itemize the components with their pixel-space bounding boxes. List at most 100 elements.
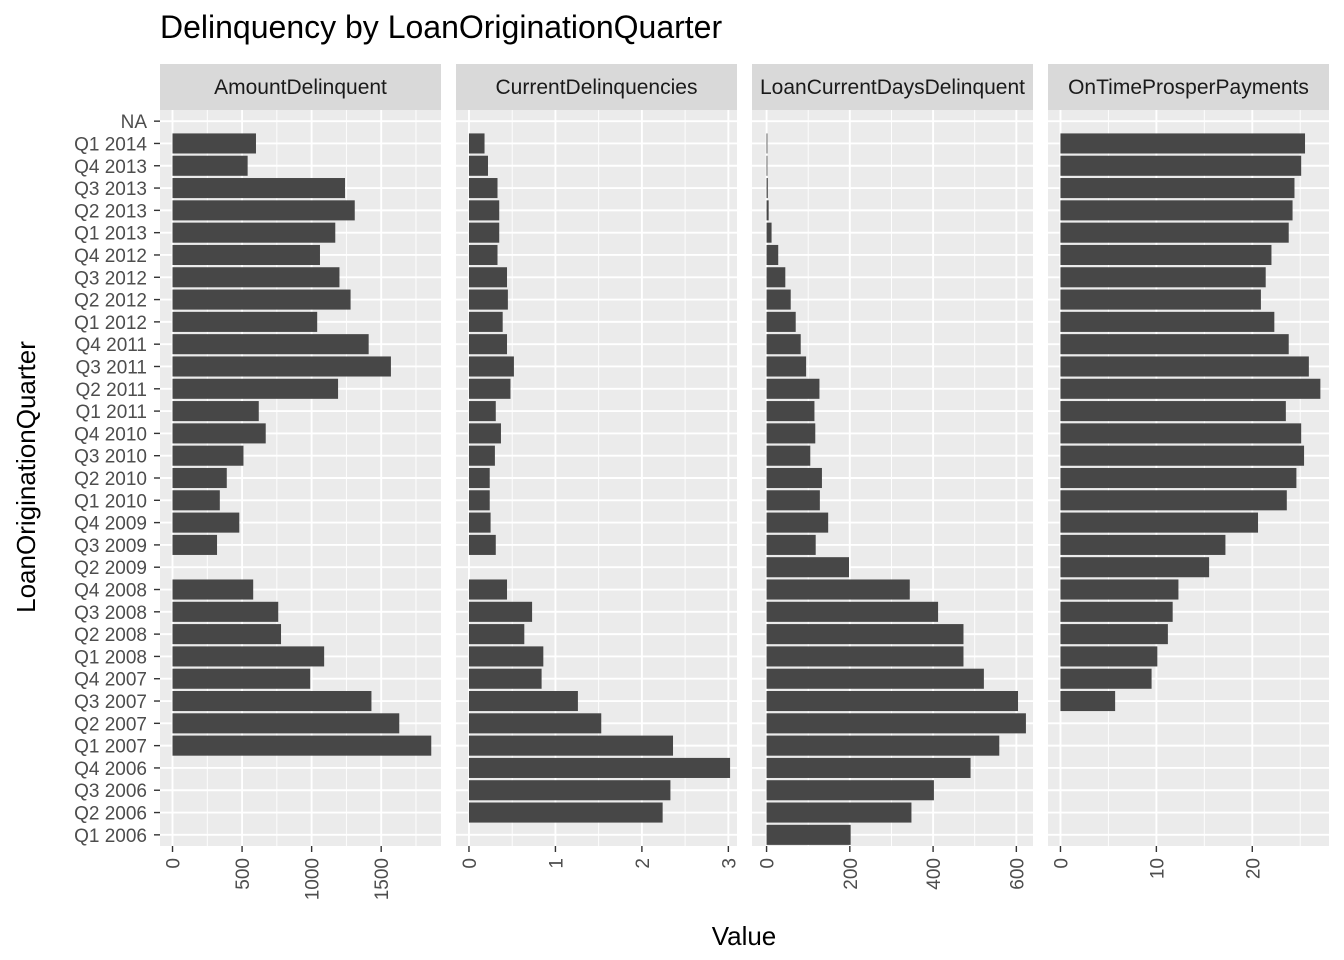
bar bbox=[468, 690, 578, 712]
bar bbox=[172, 356, 391, 377]
y-tick-label: Q1 2011 bbox=[76, 402, 147, 423]
facet-strip-label: AmountDelinquent bbox=[214, 76, 387, 99]
y-tick-label: Q3 2010 bbox=[74, 447, 147, 468]
bar bbox=[766, 557, 849, 578]
bar bbox=[1060, 401, 1286, 422]
bar bbox=[766, 356, 807, 377]
bar bbox=[766, 824, 851, 845]
y-tick-label: Q4 2013 bbox=[74, 157, 147, 178]
bar bbox=[468, 178, 498, 199]
bar bbox=[766, 467, 822, 489]
y-tick-label: Q2 2012 bbox=[74, 291, 147, 312]
bar bbox=[468, 200, 500, 221]
bar bbox=[468, 668, 542, 689]
bar bbox=[766, 334, 801, 355]
bar bbox=[766, 200, 769, 221]
bar bbox=[172, 601, 279, 622]
bar bbox=[766, 222, 772, 243]
bar bbox=[1060, 445, 1305, 466]
bar bbox=[172, 155, 248, 176]
bar bbox=[1060, 311, 1275, 332]
bar bbox=[172, 579, 254, 600]
y-tick-label: NA bbox=[121, 112, 148, 133]
bar bbox=[766, 757, 971, 778]
bar bbox=[766, 802, 912, 823]
bar bbox=[172, 534, 218, 555]
bar bbox=[172, 646, 325, 667]
bar bbox=[468, 735, 674, 756]
bar bbox=[1060, 133, 1306, 154]
bar bbox=[468, 155, 488, 176]
facet-strip-label: OnTimeProsperPayments bbox=[1068, 76, 1309, 99]
bar bbox=[1060, 467, 1297, 489]
bar bbox=[766, 423, 816, 444]
bar bbox=[766, 646, 964, 667]
bar bbox=[766, 178, 768, 199]
x-tick-label: 1000 bbox=[303, 858, 324, 900]
bar bbox=[468, 601, 533, 622]
bar bbox=[1060, 624, 1168, 645]
y-tick-label: Q2 2008 bbox=[74, 625, 147, 646]
y-tick-label: Q2 2013 bbox=[74, 201, 147, 222]
y-tick-label: Q4 2010 bbox=[74, 424, 147, 445]
bar bbox=[1060, 200, 1293, 221]
bar bbox=[172, 200, 355, 221]
facet-strip bbox=[1048, 64, 1329, 110]
bar bbox=[766, 401, 815, 422]
bar bbox=[766, 780, 934, 801]
y-tick-label: Q4 2009 bbox=[74, 514, 147, 535]
y-tick-label: Q2 2010 bbox=[74, 469, 147, 490]
x-tick-label: 500 bbox=[233, 858, 254, 890]
bar bbox=[468, 802, 663, 823]
bar bbox=[172, 222, 336, 243]
bar bbox=[172, 133, 256, 154]
bar bbox=[766, 311, 796, 332]
bar bbox=[766, 601, 939, 622]
x-tick-label: 0 bbox=[758, 858, 779, 869]
bar bbox=[468, 445, 495, 466]
y-tick-label: Q2 2007 bbox=[74, 714, 147, 735]
bar bbox=[1060, 155, 1302, 176]
bar bbox=[1060, 534, 1226, 555]
bar bbox=[1060, 668, 1152, 689]
chart-title: Delinquency by LoanOriginationQuarter bbox=[160, 9, 722, 45]
x-tick-label: 600 bbox=[1007, 858, 1028, 890]
x-tick-label: 200 bbox=[841, 858, 862, 890]
y-tick-label: Q1 2013 bbox=[74, 224, 147, 245]
bar bbox=[468, 222, 500, 243]
bar bbox=[1060, 557, 1210, 578]
bar bbox=[468, 757, 731, 778]
bar bbox=[766, 713, 1026, 734]
y-tick-label: Q3 2007 bbox=[74, 692, 147, 713]
bar bbox=[766, 267, 786, 288]
bar bbox=[766, 534, 816, 555]
bar bbox=[172, 713, 400, 734]
bar bbox=[1060, 423, 1302, 444]
bar bbox=[468, 624, 525, 645]
x-tick-label: 0 bbox=[164, 858, 185, 869]
bar bbox=[468, 490, 490, 511]
bar bbox=[766, 690, 1019, 712]
x-tick-label: 0 bbox=[460, 858, 481, 869]
bar bbox=[766, 378, 820, 399]
y-tick-label: Q3 2006 bbox=[74, 781, 147, 802]
bar bbox=[172, 490, 220, 511]
bar bbox=[1060, 690, 1116, 712]
y-tick-label: Q4 2011 bbox=[76, 335, 147, 356]
bar bbox=[1060, 490, 1287, 511]
bar bbox=[1060, 267, 1266, 288]
bar bbox=[766, 289, 791, 310]
bar bbox=[172, 289, 351, 310]
bar bbox=[172, 378, 339, 399]
bar bbox=[468, 334, 508, 355]
y-tick-label: Q4 2007 bbox=[74, 670, 147, 691]
x-tick-label: 0 bbox=[1051, 858, 1072, 869]
y-tick-label: Q3 2011 bbox=[76, 357, 147, 378]
bar bbox=[172, 690, 372, 712]
bar bbox=[172, 334, 369, 355]
facet-panel: LoanCurrentDaysDelinquent 0 200 400 600 bbox=[752, 64, 1033, 890]
bar bbox=[172, 512, 240, 533]
bar bbox=[172, 244, 320, 266]
